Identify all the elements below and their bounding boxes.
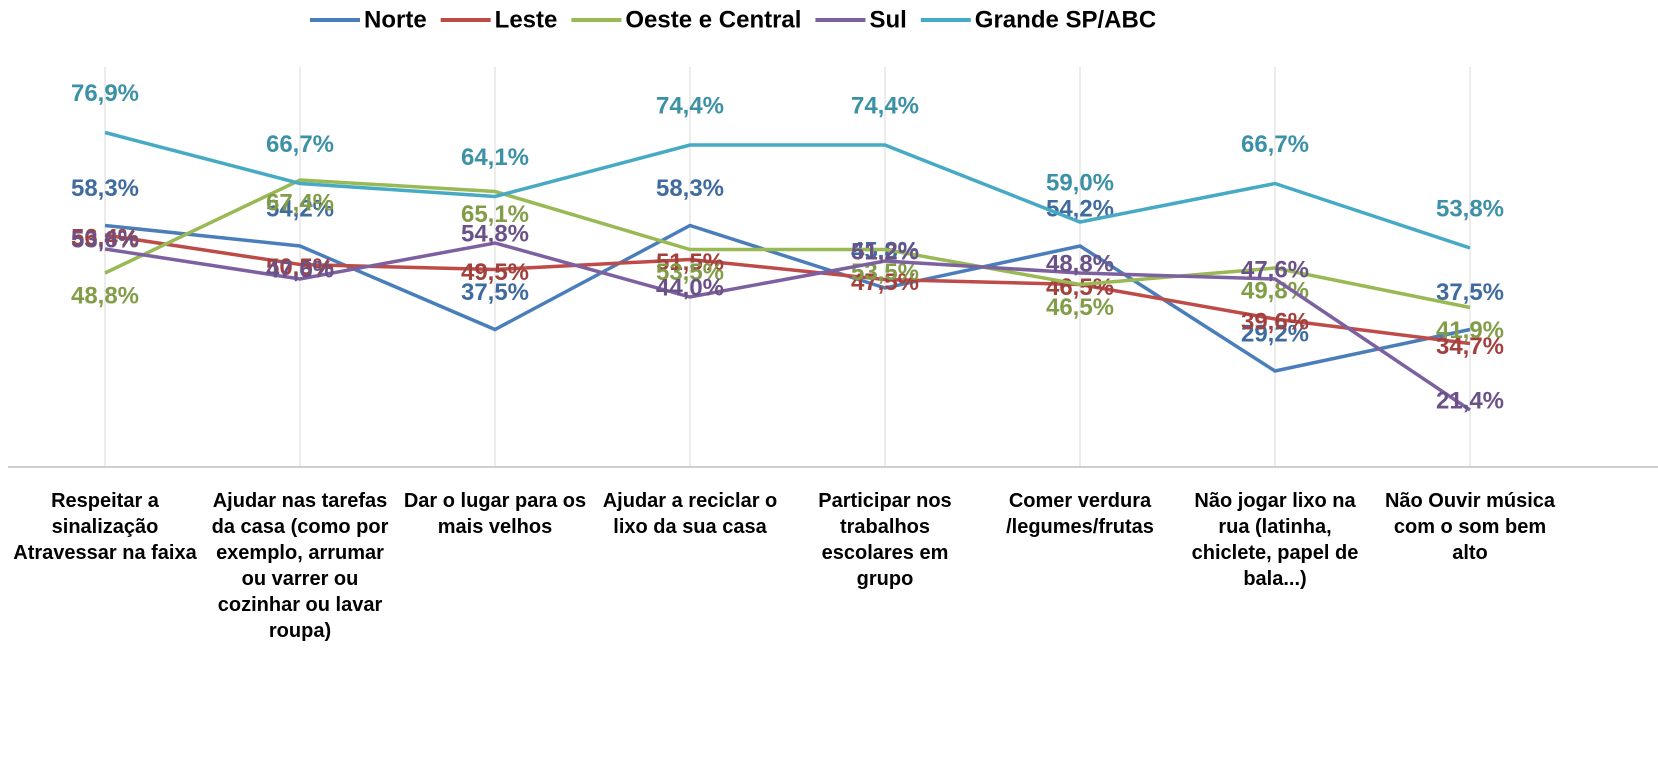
data-label: 47,6% — [266, 256, 334, 283]
x-tick-label: Respeitar a sinalização Atravessar na fa… — [13, 490, 197, 564]
data-label: 51,5% — [656, 249, 724, 276]
series-line — [104, 223, 1471, 373]
series-line — [104, 178, 1471, 310]
x-tick-label: Não Ouvir música com o som bem alto — [1384, 490, 1556, 564]
data-label: 46,5% — [1046, 274, 1114, 301]
series-line — [104, 130, 1471, 250]
data-label: 47,5% — [851, 269, 919, 296]
data-label: 37,5% — [461, 279, 529, 306]
data-label: 39,6% — [1241, 308, 1309, 335]
data-label: 66,7% — [266, 131, 334, 158]
series-line — [104, 233, 1471, 346]
x-tick-label: Comer verdura /legumes/frutas — [1006, 490, 1154, 538]
data-label: 58,3% — [71, 175, 139, 202]
data-label: 76,9% — [71, 80, 139, 107]
data-label: 58,3% — [656, 175, 724, 202]
data-label: 29,2% — [1241, 320, 1309, 347]
x-tick-label: Não jogar lixo na rua (latinha, chiclete… — [1191, 490, 1359, 590]
x-tick-label: Participar nos trabalhos escolares em gr… — [818, 490, 952, 590]
data-label: 48,8% — [71, 282, 139, 309]
data-label: 47,6% — [1241, 256, 1309, 283]
data-label: 21,4% — [1436, 387, 1504, 414]
data-label: 53,6% — [71, 226, 139, 253]
legend-label: Grande SP/ABC — [975, 6, 1156, 33]
data-label: 49,5% — [461, 259, 529, 286]
data-label: 54,2% — [266, 195, 334, 222]
data-label: 49,8% — [1241, 277, 1309, 304]
series-line — [104, 241, 1471, 412]
legend-label: Norte — [364, 6, 427, 33]
data-label: 65,1% — [461, 201, 529, 228]
data-label: 74,4% — [656, 92, 724, 119]
data-label: 66,7% — [1241, 131, 1309, 158]
x-tick-label: Ajudar nas tarefas da casa (como por exe… — [211, 490, 389, 642]
data-label: 67,4% — [266, 189, 334, 216]
data-label: 59,0% — [1046, 169, 1114, 196]
data-label: 74,4% — [851, 92, 919, 119]
data-label: 53,8% — [1436, 195, 1504, 222]
data-label: 41,9% — [1436, 317, 1504, 344]
x-tick-label: Dar o lugar para os mais velhos — [403, 490, 587, 538]
data-label: 54,8% — [461, 220, 529, 247]
data-label: 34,7% — [1436, 333, 1504, 360]
legend-label: Oeste e Central — [625, 6, 801, 33]
legend-label: Sul — [869, 6, 906, 33]
data-label: 51,2% — [851, 238, 919, 265]
legend-label: Leste — [495, 6, 558, 33]
x-tick-label: Ajudar a reciclar o lixo da sua casa — [602, 490, 778, 538]
data-label: 48,8% — [1046, 250, 1114, 277]
data-label: 56,4% — [71, 224, 139, 251]
data-label: 64,1% — [461, 144, 529, 171]
data-label: 44,0% — [656, 274, 724, 301]
data-label: 53,5% — [656, 259, 724, 286]
data-label: 46,5% — [1046, 294, 1114, 321]
